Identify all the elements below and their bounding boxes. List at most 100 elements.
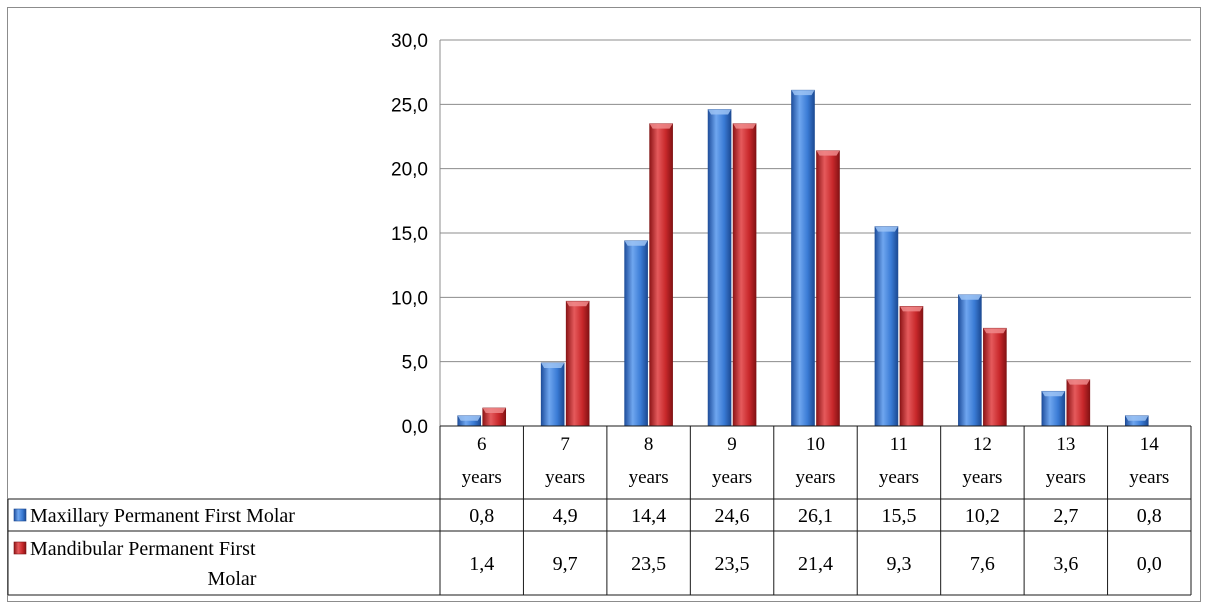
bar-top-bevel: [457, 415, 481, 421]
bar-top-bevel: [541, 362, 565, 368]
bar-body: [816, 150, 840, 427]
bar-mandibular: [482, 407, 507, 427]
bar-body: [540, 362, 565, 427]
bar-body: [958, 294, 982, 427]
y-tick-label: 10,0: [391, 288, 428, 309]
bar-top-bevel: [1066, 379, 1090, 385]
bar-body: [1066, 379, 1091, 427]
data-label: 9,3: [886, 553, 911, 575]
bars: [457, 89, 1149, 427]
bar-top-bevel: [1041, 391, 1065, 397]
category-label: 14: [1140, 434, 1160, 455]
bar-maxillary: [874, 226, 899, 427]
category-label: 13: [1056, 434, 1075, 455]
bar-top-bevel: [899, 306, 923, 312]
data-label: 7,6: [970, 553, 995, 575]
bar-maxillary: [791, 89, 815, 427]
bar-body: [899, 306, 924, 427]
bar-maxillary: [540, 362, 565, 427]
series-name: Maxillary Permanent First Molar: [30, 505, 295, 527]
data-label: 15,5: [881, 505, 916, 527]
y-tick-label: 15,0: [391, 224, 428, 245]
bar-maxillary: [1041, 390, 1066, 427]
bar-top-bevel: [874, 226, 898, 232]
bar-mandibular: [816, 150, 840, 427]
data-label: 2,7: [1053, 505, 1078, 527]
bar-top-bevel: [482, 407, 506, 413]
data-label: 1,4: [469, 553, 494, 575]
data-label: 9,7: [553, 553, 578, 575]
category-label: 7: [560, 434, 570, 455]
data-label: 23,5: [631, 553, 666, 575]
data-label: 14,4: [631, 505, 666, 527]
bar-top-bevel: [791, 90, 815, 96]
bar-maxillary: [1124, 415, 1149, 427]
bar-maxillary: [457, 415, 482, 427]
category-label: 6: [477, 434, 487, 455]
chart-frame: [7, 7, 1201, 602]
data-label: 4,9: [553, 505, 578, 527]
bar-body: [649, 123, 673, 427]
bar-top-bevel: [1125, 415, 1149, 421]
data-label: 3,6: [1053, 553, 1078, 575]
data-label: 0,8: [1137, 505, 1162, 527]
data-label: 21,4: [798, 553, 833, 575]
category-label: 10: [806, 434, 825, 455]
y-axis: 0,0 5,0 10,0 15,0 20,0 25,0 30,0: [391, 31, 441, 438]
bar-body: [1041, 390, 1066, 427]
series-name: Mandibular Permanent First: [30, 538, 256, 560]
data-label: 10,2: [965, 505, 1000, 527]
data-label: 26,1: [798, 505, 833, 527]
bar-top-bevel: [733, 123, 757, 129]
bar-maxillary: [958, 294, 982, 427]
bar-top-bevel: [649, 123, 673, 129]
category-label: years: [795, 467, 835, 488]
bar-top-bevel: [624, 240, 648, 246]
category-label: years: [1129, 467, 1169, 488]
data-label: 24,6: [715, 505, 750, 527]
category-label: years: [962, 467, 1002, 488]
data-label: 0,8: [469, 505, 494, 527]
bar-body: [565, 300, 590, 427]
bar-maxillary: [707, 109, 732, 427]
category-label: 11: [890, 434, 908, 455]
category-label: years: [629, 467, 669, 488]
bar-body: [707, 109, 732, 427]
bar-body: [983, 327, 1007, 427]
bar-mandibular: [983, 327, 1007, 427]
bar-mandibular: [1066, 379, 1091, 427]
bar-body: [624, 240, 648, 427]
bar-mandibular: [565, 300, 590, 427]
data-table: 6 years 7 years 8 years 9 years 10 years 11 years 12…: [7, 425, 1192, 596]
legend-key-mandibular: [13, 541, 27, 555]
bar-body: [874, 226, 899, 427]
bar-top-bevel: [983, 328, 1007, 334]
y-tick-label: 30,0: [391, 31, 428, 52]
y-tick-label: 25,0: [391, 95, 428, 116]
y-tick-label: 0,0: [402, 417, 428, 438]
y-tick-label: 5,0: [402, 353, 428, 374]
bar-top-bevel: [566, 301, 590, 307]
category-label: 12: [973, 434, 992, 455]
category-label: years: [545, 467, 585, 488]
category-label: years: [462, 467, 502, 488]
bar-top-bevel: [816, 150, 840, 156]
data-label: 0,0: [1137, 553, 1162, 575]
series-name: Molar: [208, 568, 257, 590]
data-label: 23,5: [715, 553, 750, 575]
bar-body: [732, 123, 757, 427]
bar-top-bevel: [708, 109, 732, 115]
bar-mandibular: [649, 123, 673, 427]
bar-top-bevel: [958, 294, 982, 300]
category-label: years: [879, 467, 919, 488]
y-tick-label: 20,0: [391, 160, 428, 181]
category-label: 8: [644, 434, 654, 455]
category-label: 9: [727, 434, 737, 455]
bar-mandibular: [899, 306, 924, 427]
category-label: years: [1046, 467, 1086, 488]
category-label: years: [712, 467, 752, 488]
bar-body: [791, 89, 815, 427]
bar-maxillary: [624, 240, 648, 427]
legend-key-maxillary: [13, 508, 27, 522]
